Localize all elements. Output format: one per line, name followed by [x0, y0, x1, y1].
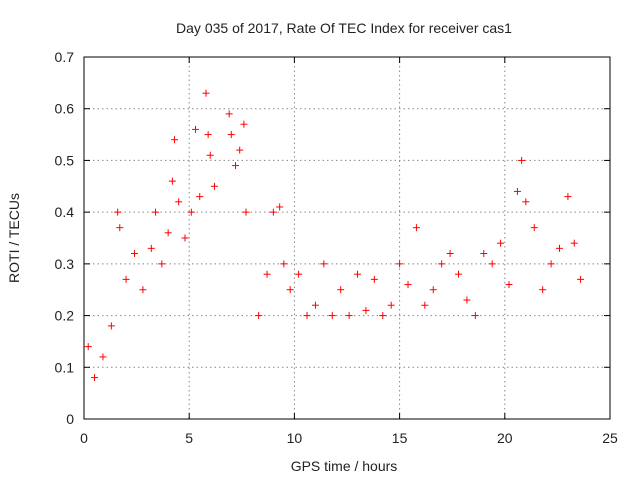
data-point	[505, 281, 513, 289]
data-point	[181, 234, 189, 242]
data-point	[396, 260, 404, 268]
data-point	[488, 260, 496, 268]
x-tick-label: 0	[80, 430, 88, 446]
data-point	[570, 239, 578, 247]
data-point	[263, 270, 271, 278]
data-point	[280, 260, 288, 268]
chart-title: Day 035 of 2017, Rate Of TEC Index for r…	[176, 20, 512, 36]
data-point	[170, 136, 178, 144]
data-point	[455, 270, 463, 278]
data-point	[227, 131, 235, 139]
data-point	[116, 224, 124, 232]
data-point	[387, 301, 395, 309]
data-point	[421, 301, 429, 309]
data-point	[295, 270, 303, 278]
data-point	[286, 286, 294, 294]
data-point	[303, 312, 311, 320]
y-tick-label: 0.7	[55, 49, 75, 65]
data-point	[202, 89, 210, 97]
data-point	[139, 286, 147, 294]
data-points	[84, 89, 585, 382]
data-point	[547, 260, 555, 268]
data-point	[513, 187, 521, 195]
x-tick-labels: 0 5 10 15 20 25	[80, 430, 618, 446]
data-point	[196, 193, 204, 201]
data-point	[255, 312, 263, 320]
data-point	[577, 275, 585, 283]
data-point	[539, 286, 547, 294]
data-point	[107, 322, 115, 330]
data-point	[164, 229, 172, 237]
y-tick-label: 0.2	[55, 308, 75, 324]
data-point	[497, 239, 505, 247]
data-point	[480, 250, 488, 258]
data-point	[236, 146, 244, 154]
x-tick-label: 5	[185, 430, 193, 446]
data-point	[84, 343, 92, 351]
data-point	[522, 198, 530, 206]
data-point	[152, 208, 160, 216]
x-tick-label: 20	[497, 430, 513, 446]
data-point	[320, 260, 328, 268]
data-point	[564, 193, 572, 201]
data-point	[345, 312, 353, 320]
data-point	[276, 203, 284, 211]
data-point	[362, 306, 370, 314]
data-point	[370, 275, 378, 283]
x-tick-label: 15	[392, 430, 408, 446]
data-point	[91, 374, 99, 382]
plot-frame	[83, 56, 611, 420]
data-point	[147, 244, 155, 252]
data-point	[187, 208, 195, 216]
data-point	[471, 312, 479, 320]
y-tick-label: 0.4	[55, 204, 75, 220]
data-point	[311, 301, 319, 309]
data-point	[204, 131, 212, 139]
data-point	[337, 286, 345, 294]
data-point	[114, 208, 122, 216]
data-point	[404, 281, 412, 289]
data-point	[231, 162, 239, 170]
data-point	[210, 182, 218, 190]
data-point	[122, 275, 130, 283]
data-point	[225, 110, 233, 118]
data-point	[242, 208, 250, 216]
gridlines	[84, 57, 610, 419]
y-tick-label: 0.3	[55, 256, 75, 272]
y-tick-label: 0.6	[55, 101, 75, 117]
data-point	[192, 125, 200, 133]
data-point	[269, 208, 277, 216]
data-point	[168, 177, 176, 185]
data-point	[240, 120, 248, 128]
x-axis-label: GPS time / hours	[291, 458, 398, 474]
data-point	[379, 312, 387, 320]
data-point	[158, 260, 166, 268]
data-point	[130, 250, 138, 258]
data-point	[556, 244, 564, 252]
data-point	[446, 250, 454, 258]
data-point	[175, 198, 183, 206]
x-tick-label: 10	[287, 430, 303, 446]
axis-ticks	[83, 56, 611, 420]
data-point	[438, 260, 446, 268]
data-point	[354, 270, 362, 278]
data-point	[99, 353, 107, 361]
data-point	[429, 286, 437, 294]
y-tick-label: 0.1	[55, 359, 75, 375]
data-point	[412, 224, 420, 232]
data-point	[328, 312, 336, 320]
data-point	[530, 224, 538, 232]
data-point	[463, 296, 471, 304]
data-point	[518, 156, 526, 164]
x-tick-label: 25	[602, 430, 618, 446]
y-tick-label: 0.5	[55, 152, 75, 168]
y-tick-label: 0	[66, 411, 74, 427]
y-tick-labels: 0 0.1 0.2 0.3 0.4 0.5 0.6 0.7	[55, 49, 75, 427]
y-axis-label: ROTI / TECUs	[6, 193, 22, 283]
data-point	[206, 151, 214, 159]
